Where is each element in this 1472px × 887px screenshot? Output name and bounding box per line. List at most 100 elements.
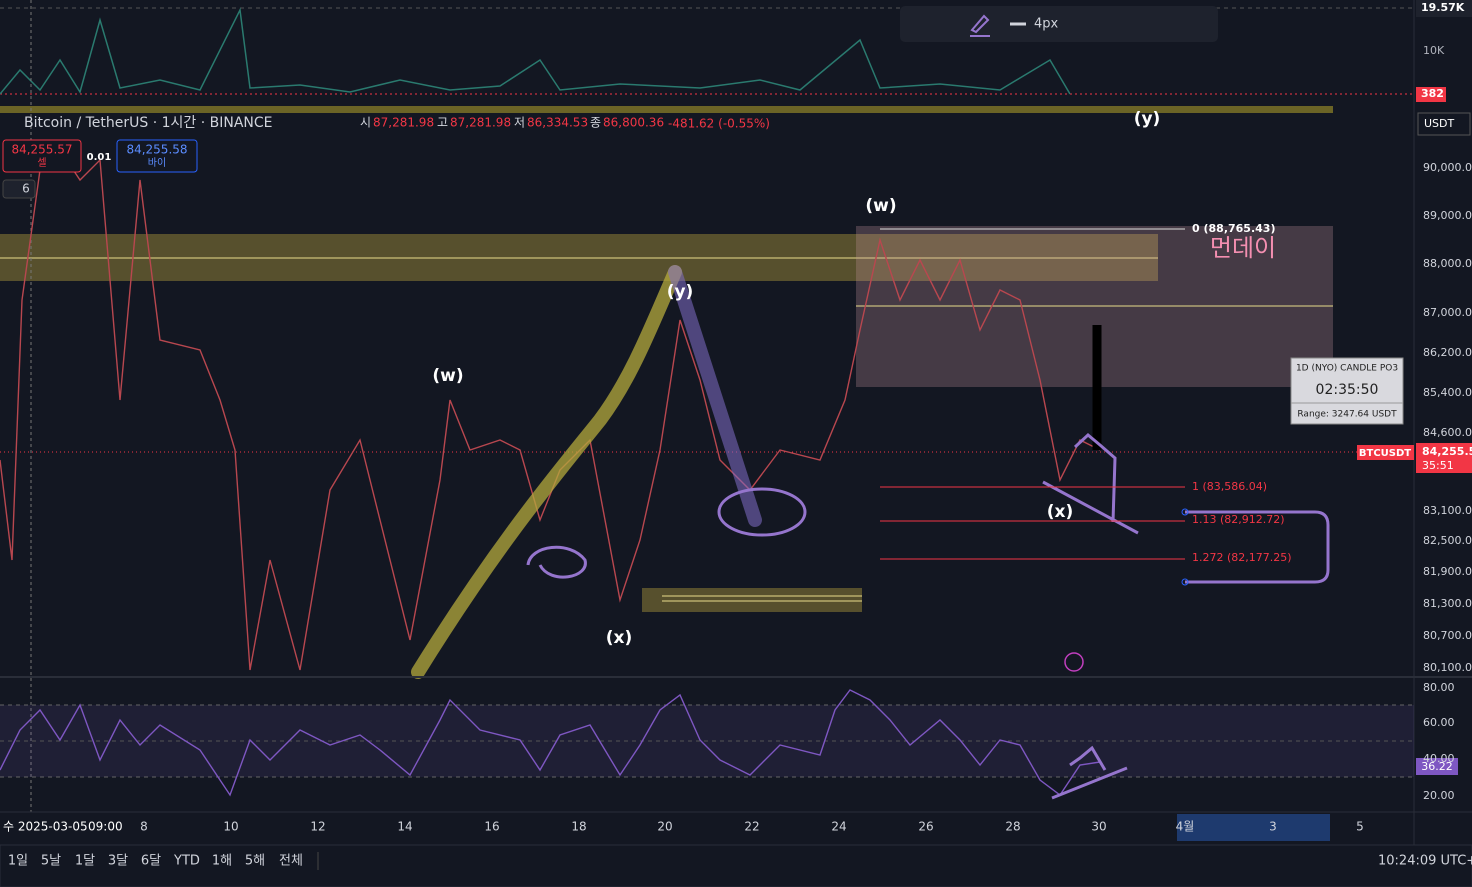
price-tick-label: 84,600.00: [1423, 426, 1472, 439]
time-tick-label: 20: [657, 820, 672, 834]
circle-drawing: [717, 487, 807, 537]
indicator-count[interactable]: 6: [22, 182, 30, 196]
ohlc-label: 시: [360, 116, 371, 130]
price-tick-label: 89,000.00: [1423, 209, 1472, 222]
time-tick-label: 12: [310, 820, 325, 834]
time-tick-label: 10: [223, 820, 238, 834]
price-trace: [0, 148, 1101, 671]
price-tick-label: 87,000.00: [1423, 306, 1472, 319]
range-button[interactable]: 1해: [212, 854, 232, 869]
price-tick-label: 88,000.00: [1423, 257, 1472, 270]
range-button[interactable]: 5해: [245, 854, 265, 869]
range-button[interactable]: YTD: [173, 854, 200, 869]
info-box: [1290, 357, 1404, 425]
volume-max-box: [1416, 0, 1472, 17]
wave-label: (x): [606, 628, 633, 648]
rsi-tick-label: 80.00: [1423, 681, 1455, 694]
time-tick-label: 24: [831, 820, 846, 834]
sell-price[interactable]: 84,255.57: [11, 143, 72, 157]
bracket-drawing: [1185, 510, 1330, 584]
time-start-time: 09:00: [88, 820, 123, 834]
volume-trace: [0, 7, 1071, 95]
price-change: -481.62 (-0.55%): [668, 117, 770, 131]
symbol-tag: [1357, 445, 1414, 460]
time-start: 수 2025-03-05: [3, 820, 88, 834]
price-tick-label: 86,200.00: [1423, 346, 1472, 359]
circle-drawing: [526, 545, 587, 579]
indicator-toggle[interactable]: [2, 179, 36, 199]
ohlc-value: 87,281.98: [450, 116, 511, 130]
rsi-tick-label: 60.00: [1423, 716, 1455, 729]
drawing-toolbar: [900, 6, 1218, 42]
range-button[interactable]: 1달: [75, 854, 95, 869]
symbol-title: Bitcoin / TetherUS · 1시간 · BINANCE: [24, 115, 273, 131]
yellow-band: [0, 106, 1333, 113]
range-button[interactable]: 전체: [279, 854, 303, 869]
buy-button[interactable]: [116, 139, 198, 173]
time-tick-label: 5: [1356, 820, 1364, 834]
ohlc-label: 저: [514, 116, 525, 130]
price-tick-label: 82,500.00: [1423, 534, 1472, 547]
info-title: 1D (NYO) CANDLE PO3: [1296, 364, 1398, 374]
demand-zone: [642, 588, 862, 612]
buy-price[interactable]: 84,255.58: [126, 143, 187, 157]
price-tick-label: 80,100.00: [1423, 661, 1472, 674]
price-tick-label: 85,400.00: [1423, 386, 1472, 399]
time-tick-label: 22: [744, 820, 759, 834]
ohlc-value: 86,800.36: [603, 116, 664, 130]
wave-drawing: [668, 265, 762, 527]
range-button[interactable]: 1일: [8, 854, 28, 869]
time-tick-label: 18: [571, 820, 586, 834]
price-tick-label: 83,100.00: [1423, 504, 1472, 517]
time-tick-label: 14: [397, 820, 412, 834]
buy-label[interactable]: 바이: [148, 157, 166, 169]
time-tick-label: 30: [1091, 820, 1106, 834]
currency[interactable]: USDT: [1424, 117, 1455, 130]
range-button[interactable]: 5날: [41, 854, 61, 869]
rsi-drawing: [1051, 745, 1128, 800]
rsi-trace: [0, 689, 1101, 797]
fib-label: 1.13 (82,912.72): [1192, 513, 1285, 526]
price-tick-label: 90,000.00: [1423, 161, 1472, 174]
volume-mid: 10K: [1423, 44, 1445, 57]
countdown: 35:51: [1422, 459, 1454, 472]
zone-note: 먼데이: [1210, 234, 1276, 262]
price-tick-label: 81,300.00: [1423, 597, 1472, 610]
clock: 10:24:09 UTC+9: [1378, 854, 1472, 869]
price-tick-label: 81,900.00: [1423, 565, 1472, 578]
rsi-current-box: [1416, 758, 1458, 775]
alert-icon[interactable]: [1064, 652, 1084, 672]
price-tick-label: 80,700.00: [1423, 629, 1472, 642]
info-timer: 02:35:50: [1316, 382, 1379, 398]
time-tick-label: 4월: [1176, 820, 1195, 834]
time-highlight: [1177, 814, 1330, 841]
bottom-bar: [0, 844, 1472, 887]
handle: [1181, 508, 1189, 516]
pattern-drawing: [1042, 433, 1139, 535]
sell-button[interactable]: [2, 139, 82, 173]
handle: [1181, 578, 1189, 586]
fib-label: 0 (88,765.43): [1192, 222, 1275, 235]
ohlc-value: 87,281.98: [373, 116, 434, 130]
time-tick-label: 28: [1005, 820, 1020, 834]
pen-icon[interactable]: [970, 14, 990, 37]
wave-label: (w): [865, 196, 896, 216]
wave-drawing: [411, 265, 682, 679]
info-range: Range: 3247.64 USDT: [1297, 410, 1397, 420]
range-button[interactable]: 3달: [108, 854, 128, 869]
sell-label[interactable]: 셀: [37, 157, 46, 169]
quantity: 0.01: [87, 152, 112, 163]
fib-label: 1 (83,586.04): [1192, 480, 1267, 493]
fib-label: 1.272 (82,177.25): [1192, 551, 1292, 564]
rsi-current: 36.22: [1421, 760, 1453, 773]
currency-box[interactable]: [1417, 112, 1471, 136]
volume-last: 382: [1421, 87, 1444, 100]
rsi-tick-label: 20.00: [1423, 789, 1455, 802]
line-width[interactable]: 4px: [1034, 17, 1059, 32]
time-tick-label: 26: [918, 820, 933, 834]
ohlc-label: 종: [590, 116, 601, 130]
last-price: 84,255.5: [1422, 445, 1472, 458]
range-button[interactable]: 6달: [141, 854, 161, 869]
wave-label: (x): [1047, 502, 1074, 522]
